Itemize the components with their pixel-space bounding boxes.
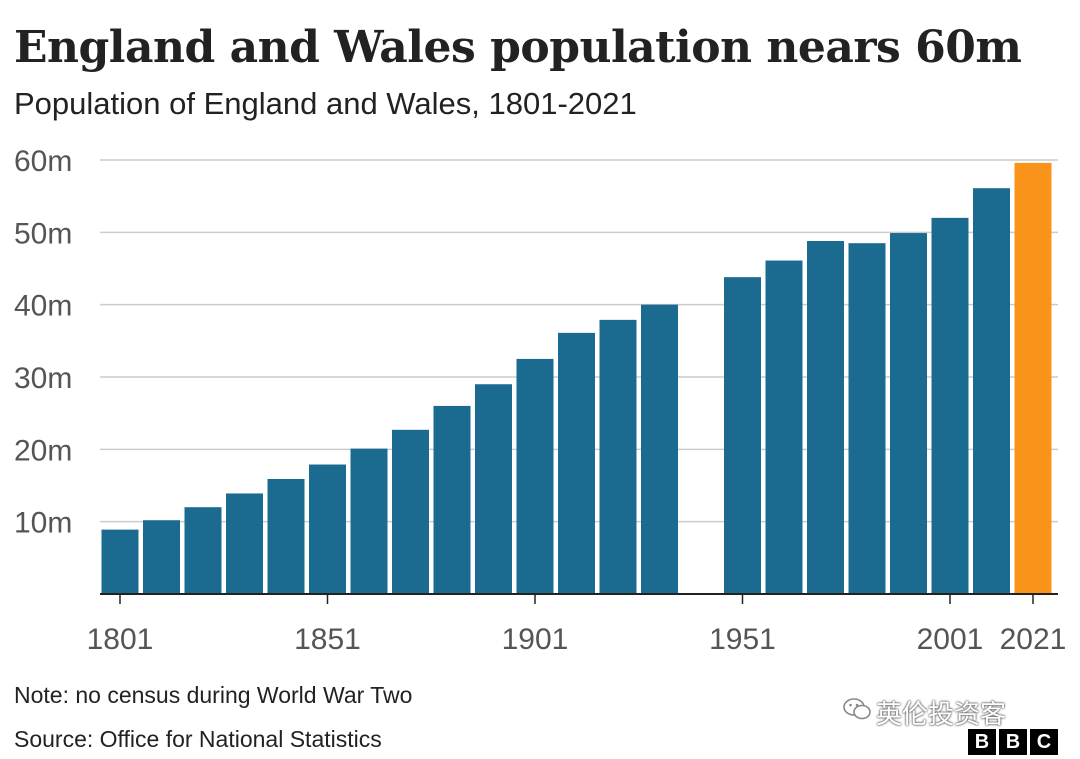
x-tick-label: 1901 (502, 623, 569, 656)
bar (558, 332, 595, 594)
chart-note: Note: no census during World War Two (14, 682, 413, 708)
bar (516, 358, 554, 594)
bar (433, 405, 471, 594)
bar (350, 448, 388, 594)
y-tick-label: 60m (14, 145, 72, 178)
y-tick-label: 40m (14, 290, 72, 323)
bar (101, 529, 139, 594)
bbc-logo-letter: B (968, 729, 996, 755)
x-tick-label: 1801 (87, 623, 154, 656)
chart-source: Source: Office for National Statistics (14, 726, 382, 752)
bar (765, 260, 803, 594)
bar (931, 217, 969, 594)
bar-chart: 10m 20m 30m 40m 50m 60m 1801 1851 1901 1951 2001 20… (14, 145, 1067, 656)
y-tick-label: 10m (14, 507, 72, 540)
bar (392, 429, 429, 594)
bar (807, 241, 844, 594)
bar (599, 319, 637, 594)
bbc-logo: B B C (968, 729, 1058, 755)
bar (641, 304, 678, 594)
bar (848, 243, 886, 594)
bar (267, 478, 305, 594)
bar (1014, 162, 1052, 595)
x-tick-label: 2021 (1000, 623, 1067, 656)
bar (143, 520, 180, 594)
bbc-logo-letter: B (999, 729, 1027, 755)
bar (226, 493, 263, 594)
bar (184, 507, 222, 594)
x-tick-label: 1851 (294, 623, 361, 656)
chart-subtitle: Population of England and Wales, 1801-20… (14, 86, 637, 121)
chart-title: England and Wales population nears 60m (14, 22, 1022, 73)
x-tick-label: 2001 (917, 623, 984, 656)
wechat-icon (843, 698, 871, 720)
bbc-logo-letter: C (1030, 729, 1058, 755)
bar (475, 384, 512, 594)
bar (973, 188, 1010, 594)
y-tick-label: 30m (14, 362, 72, 395)
bar (309, 464, 346, 594)
y-tick-label: 20m (14, 434, 72, 467)
watermark-text: 英伦投资客 (876, 700, 1007, 730)
x-tick-label: 1951 (709, 623, 776, 656)
y-tick-label: 50m (14, 217, 72, 250)
bar (724, 277, 761, 594)
bar (890, 233, 927, 594)
